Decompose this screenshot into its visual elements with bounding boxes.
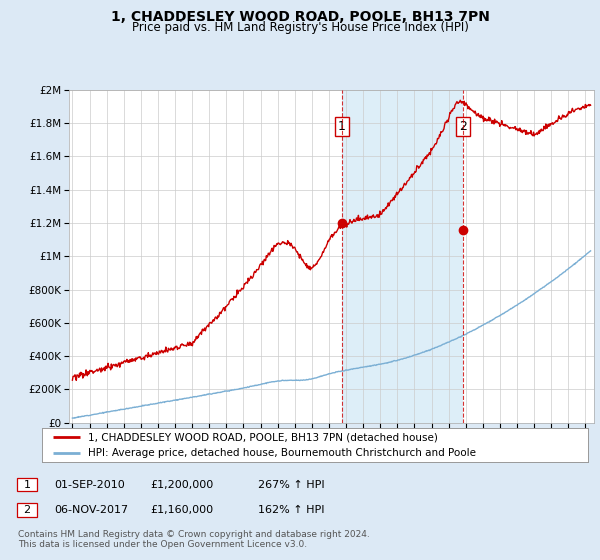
Text: 06-NOV-2017: 06-NOV-2017 [54,505,128,515]
Text: 162% ↑ HPI: 162% ↑ HPI [258,505,325,515]
Text: 2: 2 [23,505,31,515]
Text: 1: 1 [338,120,346,133]
Text: Contains HM Land Registry data © Crown copyright and database right 2024.: Contains HM Land Registry data © Crown c… [18,530,370,539]
Text: £1,160,000: £1,160,000 [150,505,213,515]
Text: £1,200,000: £1,200,000 [150,480,213,489]
Text: 267% ↑ HPI: 267% ↑ HPI [258,480,325,489]
Text: 2: 2 [459,120,467,133]
Text: Price paid vs. HM Land Registry's House Price Index (HPI): Price paid vs. HM Land Registry's House … [131,21,469,34]
Text: 1, CHADDESLEY WOOD ROAD, POOLE, BH13 7PN (detached house): 1, CHADDESLEY WOOD ROAD, POOLE, BH13 7PN… [88,432,438,442]
Text: 1: 1 [23,480,31,489]
Text: HPI: Average price, detached house, Bournemouth Christchurch and Poole: HPI: Average price, detached house, Bour… [88,448,476,458]
Text: 01-SEP-2010: 01-SEP-2010 [54,480,125,489]
Text: This data is licensed under the Open Government Licence v3.0.: This data is licensed under the Open Gov… [18,540,307,549]
Bar [342,90,463,423]
Text: 1, CHADDESLEY WOOD ROAD, POOLE, BH13 7PN: 1, CHADDESLEY WOOD ROAD, POOLE, BH13 7PN [110,10,490,24]
